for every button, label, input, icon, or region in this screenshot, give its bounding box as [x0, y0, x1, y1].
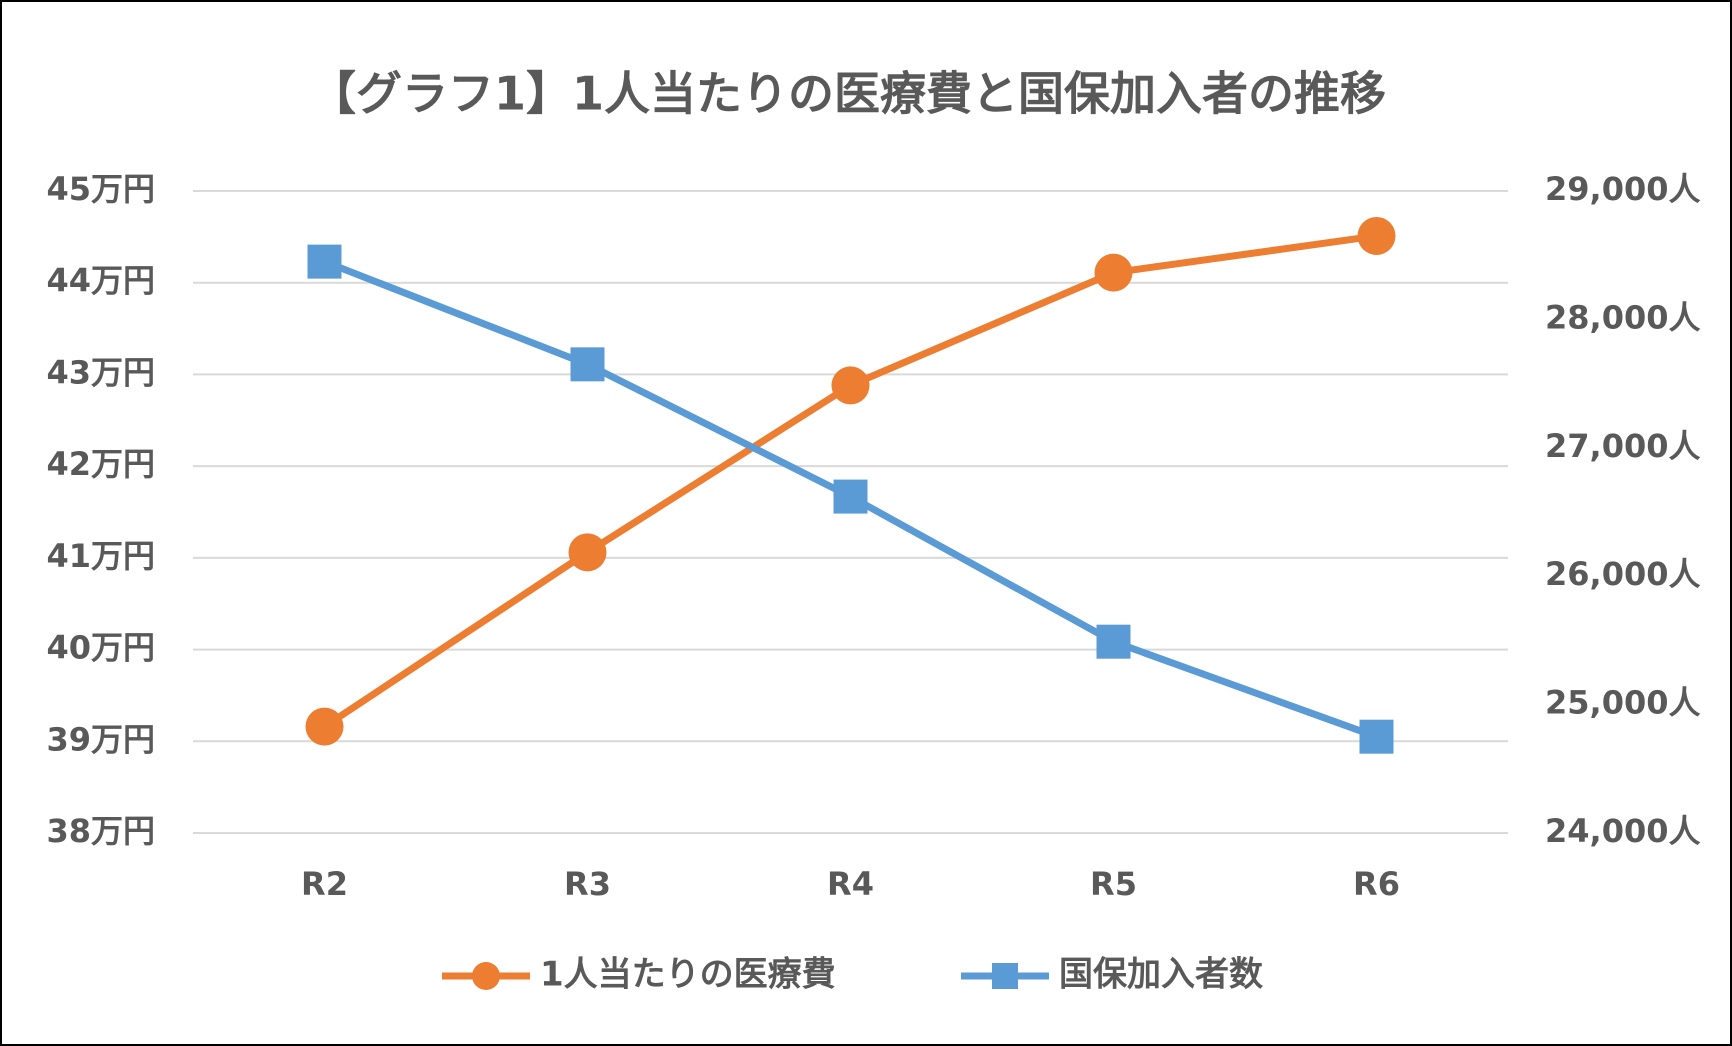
y-tick-label: 44万円: [46, 262, 155, 300]
legend-label: 1人当たりの医療費: [540, 955, 836, 995]
y-tick-label: 43万円: [46, 353, 155, 391]
marker: [1359, 719, 1394, 754]
y-tick-label: 45万円: [46, 170, 155, 208]
y2-tick-label: 26,000人: [1545, 555, 1701, 593]
marker: [1094, 253, 1133, 292]
y-tick-label: 41万円: [46, 537, 155, 575]
marker: [568, 533, 607, 572]
x-tick-label: R5: [1090, 865, 1137, 903]
marker: [1357, 216, 1396, 255]
y2-tick-label: 29,000人: [1545, 170, 1701, 208]
marker: [833, 479, 868, 514]
marker: [570, 347, 605, 382]
x-tick-label: R2: [301, 865, 348, 903]
legend-marker: [472, 962, 500, 990]
y-tick-label: 42万円: [46, 445, 155, 483]
y2-tick-label: 28,000人: [1545, 298, 1701, 336]
chart-title: 【グラフ1】1人当たりの医療費と国保加入者の推移: [310, 67, 1386, 121]
x-tick-label: R6: [1353, 865, 1400, 903]
marker: [1096, 624, 1131, 659]
y2-tick-label: 24,000人: [1545, 812, 1701, 850]
y2-tick-label: 27,000人: [1545, 427, 1701, 465]
y-tick-label: 40万円: [46, 629, 155, 667]
marker: [305, 707, 344, 746]
y-tick-label: 38万円: [46, 812, 155, 850]
y2-tick-label: 25,000人: [1545, 684, 1701, 722]
legend-marker: [992, 963, 1018, 989]
y-tick-label: 39万円: [46, 720, 155, 758]
marker: [831, 366, 870, 405]
x-tick-label: R3: [564, 865, 611, 903]
marker: [307, 244, 342, 279]
legend-label: 国保加入者数: [1059, 955, 1263, 995]
x-tick-label: R4: [827, 865, 874, 903]
